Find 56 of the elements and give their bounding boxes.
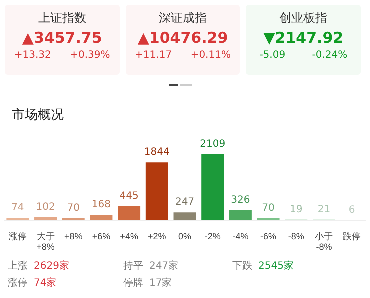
text: -5.09 bbox=[260, 50, 286, 61]
text: 247家 bbox=[149, 261, 179, 272]
text: +0.39% bbox=[70, 50, 110, 61]
text: 74家 bbox=[34, 278, 57, 289]
text: +0.11% bbox=[190, 50, 231, 61]
text: 停牌 bbox=[123, 278, 144, 289]
text: 17家 bbox=[149, 278, 172, 289]
data-label: 168 bbox=[92, 200, 112, 211]
text: -0.24% bbox=[312, 50, 348, 61]
x-tick-label: 小于-8% bbox=[315, 231, 334, 252]
data-label: 21 bbox=[318, 204, 331, 216]
data-label: 70 bbox=[262, 202, 275, 214]
data-label: 1844 bbox=[144, 147, 170, 158]
x-tick-label: +8% bbox=[64, 231, 83, 242]
bar bbox=[202, 154, 224, 220]
category-label: 上证指数 bbox=[37, 10, 88, 27]
bar bbox=[174, 212, 196, 220]
x-tick-label: -4% bbox=[232, 231, 249, 242]
category-label: 深证成指 bbox=[158, 10, 208, 27]
x-tick-label: 大于+8% bbox=[36, 231, 55, 252]
text: +11.17 bbox=[135, 50, 172, 61]
text: 涨停 bbox=[8, 278, 28, 289]
text: 下跌 bbox=[232, 261, 253, 272]
bar bbox=[90, 215, 113, 220]
data-label: 19 bbox=[290, 204, 303, 216]
category-label: 创业板指 bbox=[278, 10, 329, 27]
data-label: 102 bbox=[36, 202, 56, 213]
text: ▲3457.75 bbox=[21, 29, 104, 47]
data-label: 247 bbox=[175, 197, 195, 208]
data-label: 74 bbox=[12, 202, 24, 214]
x-tick-label: 跌停 bbox=[343, 231, 362, 242]
data-label: 6 bbox=[348, 204, 356, 216]
data-label: 2109 bbox=[200, 138, 226, 150]
data-label: 70 bbox=[67, 202, 80, 214]
text: 2629家 bbox=[34, 261, 70, 272]
bar bbox=[118, 206, 141, 220]
bar bbox=[146, 162, 168, 220]
x-tick-label: +6% bbox=[92, 231, 111, 242]
text: ▼2147.92 bbox=[262, 29, 345, 47]
bar bbox=[229, 210, 252, 220]
x-tick-label: +4% bbox=[120, 231, 138, 242]
text: ▲10476.29 bbox=[136, 29, 230, 47]
x-tick-label: -6% bbox=[260, 231, 277, 242]
text: 2545家 bbox=[258, 261, 294, 272]
data-label: 445 bbox=[120, 191, 139, 202]
text: 持平 bbox=[123, 261, 144, 272]
x-tick-label: 0% bbox=[178, 231, 192, 242]
bar bbox=[34, 217, 58, 220]
text: 上涨 bbox=[8, 261, 28, 272]
x-tick-label: -2% bbox=[204, 231, 221, 242]
x-tick-label: -8% bbox=[288, 231, 304, 242]
data-label: 326 bbox=[231, 194, 250, 206]
text: +13.32 bbox=[14, 50, 52, 61]
chart-title: 市场概况 bbox=[12, 107, 64, 124]
x-tick-label: +2% bbox=[148, 231, 166, 242]
x-tick-label: 涨停 bbox=[8, 231, 27, 242]
